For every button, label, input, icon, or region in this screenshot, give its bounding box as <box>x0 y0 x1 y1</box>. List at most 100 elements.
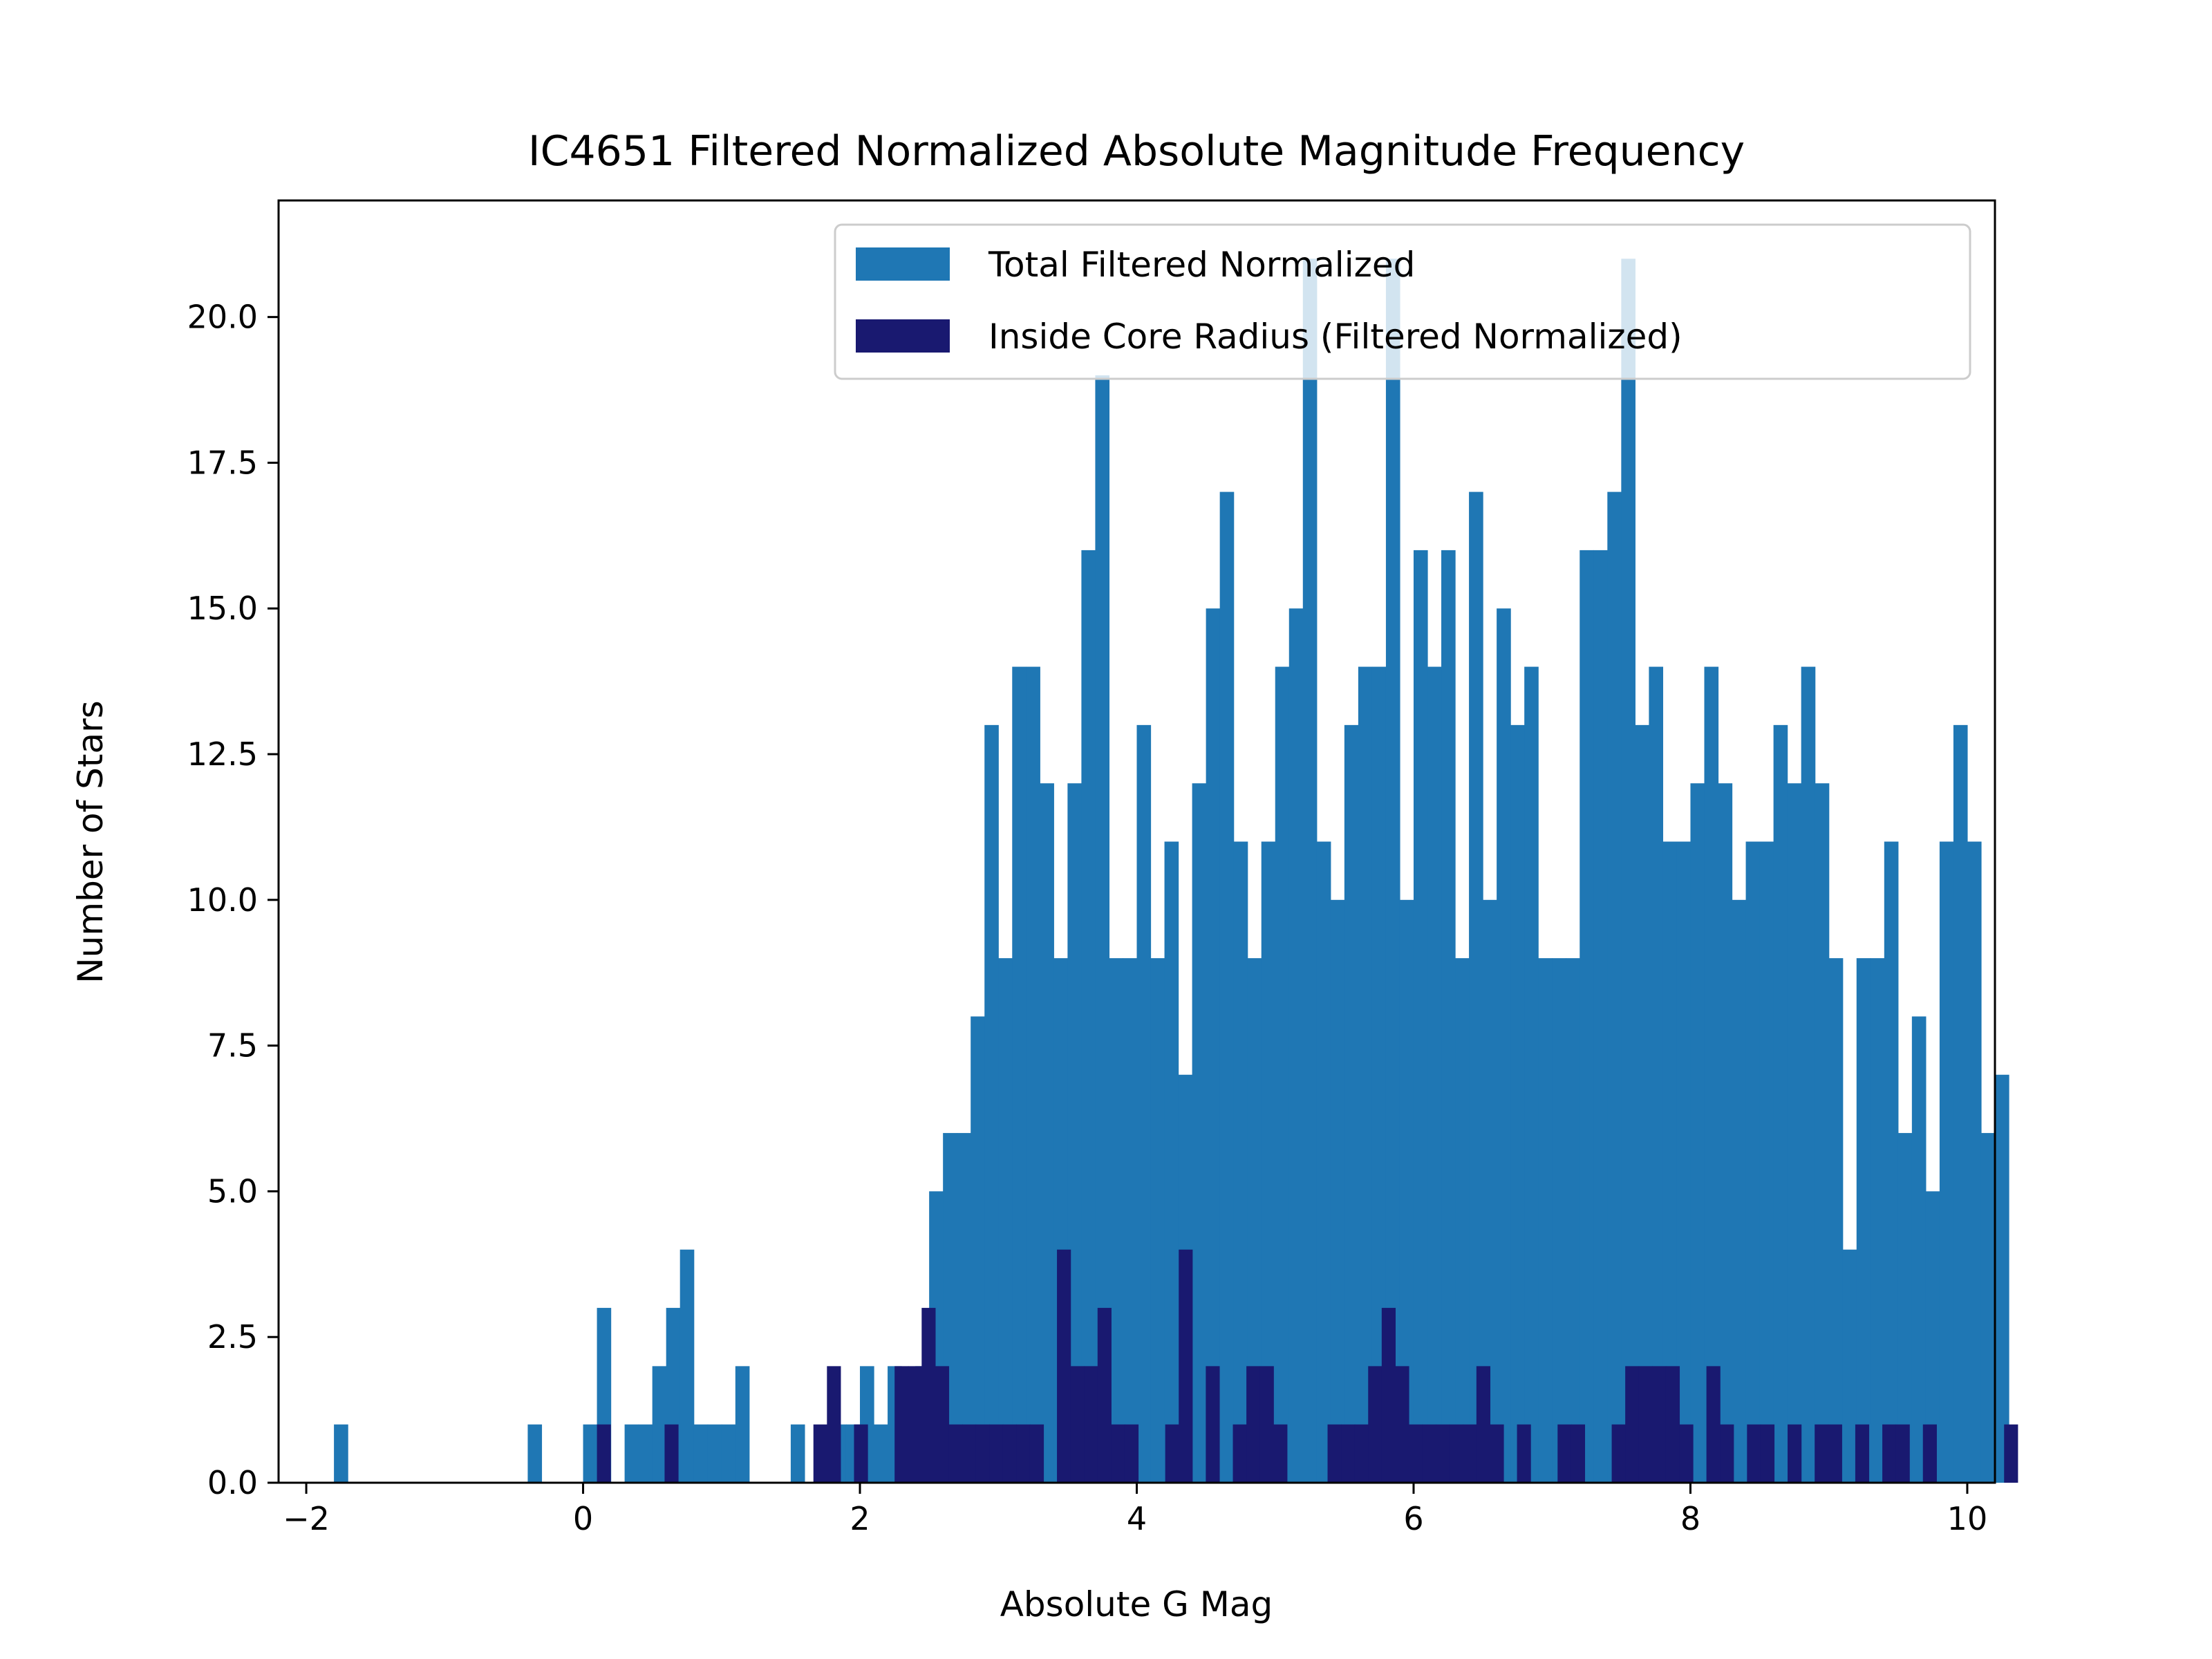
bar-total <box>971 1016 985 1483</box>
bar-total <box>679 1249 695 1483</box>
bar-total <box>1995 1074 2009 1483</box>
bar-total <box>1358 666 1373 1483</box>
bar-total <box>1967 841 1982 1483</box>
bar-total <box>1469 491 1483 1483</box>
bar-total <box>1580 550 1594 1483</box>
bar-total <box>1026 666 1040 1483</box>
bar-core <box>1436 1424 1450 1483</box>
legend-swatch-total <box>856 247 950 281</box>
bar-total <box>1261 841 1276 1483</box>
bar-total <box>1856 958 1871 1483</box>
bar-core <box>1476 1366 1491 1483</box>
y-axis-label: Number of Stars <box>71 700 111 983</box>
bar-total <box>1095 375 1110 1483</box>
bar-total <box>1385 259 1400 1483</box>
bar-core <box>1895 1424 1910 1483</box>
bar-core <box>1246 1366 1261 1483</box>
bar-total <box>1219 491 1235 1483</box>
bar-core <box>2004 1424 2018 1483</box>
bar-total <box>1483 899 1497 1483</box>
bar-total <box>1233 841 1248 1483</box>
bar-total <box>1164 841 1179 1483</box>
x-axis-label: Absolute G Mag <box>1000 1584 1273 1624</box>
bar-total <box>652 1366 667 1483</box>
bar-core <box>935 1366 950 1483</box>
bar-total <box>1870 958 1885 1483</box>
bar-total <box>1413 550 1428 1483</box>
bar-core <box>1855 1424 1870 1483</box>
bar-core <box>1490 1424 1504 1483</box>
bar-core <box>1206 1366 1220 1483</box>
x-tick-label: 0 <box>573 1500 593 1537</box>
bar-total <box>1497 608 1511 1483</box>
bar-total <box>1884 841 1899 1483</box>
bar-total <box>1288 608 1304 1483</box>
bar-total <box>790 1424 805 1483</box>
bar-core <box>1165 1424 1179 1483</box>
y-tick-label: 5.0 <box>207 1172 258 1210</box>
bar-total <box>693 1424 709 1483</box>
bar-total <box>1371 666 1387 1483</box>
y-tick-label: 7.5 <box>207 1027 258 1065</box>
bar-core <box>1273 1424 1288 1483</box>
bar-total <box>1662 841 1678 1483</box>
bar-total <box>1040 783 1054 1483</box>
bar-core <box>975 1424 990 1483</box>
bar-core <box>664 1424 679 1483</box>
bar-core <box>1016 1424 1031 1483</box>
legend-swatch-core <box>856 319 950 353</box>
x-tick-label: 2 <box>850 1500 870 1537</box>
bar-total <box>1621 259 1635 1483</box>
bar-total <box>638 1424 653 1483</box>
bar-total <box>1953 724 1968 1483</box>
bar-core <box>1828 1424 1842 1483</box>
bar-core <box>1341 1424 1356 1483</box>
bar-total <box>1566 958 1580 1483</box>
bar-total <box>1635 724 1649 1483</box>
x-axis-ticks: −2 0 2 4 6 8 10 <box>283 1483 1987 1537</box>
y-tick-label: 2.5 <box>207 1318 258 1356</box>
bar-core <box>948 1424 963 1483</box>
bar-core <box>1571 1424 1586 1483</box>
bar-total <box>721 1424 736 1483</box>
bar-core <box>1706 1366 1721 1483</box>
bar-total <box>874 1424 888 1483</box>
bar-total <box>1911 1016 1927 1483</box>
bar-core <box>1760 1424 1775 1483</box>
bar-core <box>597 1424 611 1483</box>
bar-core <box>1232 1424 1247 1483</box>
bar-total <box>1109 958 1124 1483</box>
legend-label-core: Inside Core Radius (Filtered Normalized) <box>988 317 1683 357</box>
y-axis-ticks: 0.0 2.5 5.0 7.5 10.0 12.5 15.0 17.5 20.0 <box>187 299 279 1501</box>
bar-total <box>1427 666 1442 1483</box>
bar-core <box>1720 1424 1734 1483</box>
bar-total <box>1067 783 1082 1483</box>
y-tick-label: 20.0 <box>187 299 258 336</box>
bar-core <box>962 1424 977 1483</box>
bar-total <box>1330 899 1345 1483</box>
bar-total <box>1745 841 1761 1483</box>
legend-label-total: Total Filtered Normalized <box>988 245 1415 285</box>
bar-total <box>1344 724 1359 1483</box>
bar-total <box>1593 550 1608 1483</box>
bar-total <box>1690 783 1705 1483</box>
bar-total <box>1787 783 1802 1483</box>
legend-frame <box>834 223 1971 380</box>
bar-total <box>1192 783 1207 1483</box>
bar-core <box>1002 1424 1017 1483</box>
bar-total <box>1399 899 1414 1483</box>
bar-core <box>1652 1366 1667 1483</box>
bar-core <box>1111 1424 1125 1483</box>
bar-core <box>1057 1249 1071 1483</box>
bar-core <box>1922 1424 1937 1483</box>
bar-total <box>624 1424 639 1483</box>
bar-core <box>1747 1424 1761 1483</box>
bar-total <box>1206 608 1221 1483</box>
bar-total <box>1275 666 1290 1483</box>
bar-total <box>957 1133 971 1483</box>
bar-total <box>1842 1249 1857 1483</box>
bar-core <box>1354 1424 1369 1483</box>
bar-total <box>1759 841 1774 1483</box>
bar-total <box>984 724 999 1483</box>
bar-core <box>1124 1424 1139 1483</box>
